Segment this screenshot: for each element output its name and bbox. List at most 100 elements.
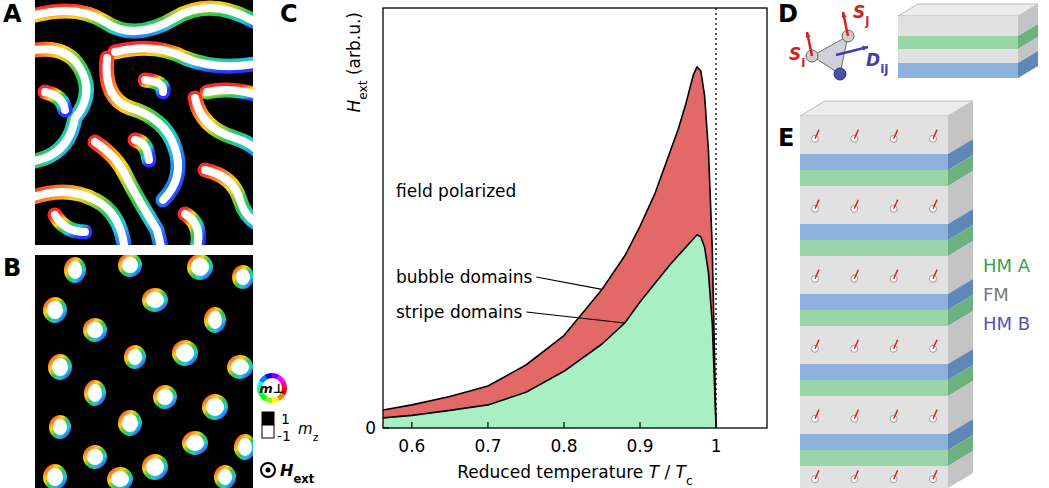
bubble (85, 447, 105, 467)
stripe-core (45, 92, 65, 110)
area-fill (383, 235, 716, 428)
panel-letter: B (3, 254, 21, 282)
stripe-core (35, 8, 253, 31)
spin-arrow (854, 410, 858, 419)
x-tick (715, 422, 716, 428)
text-part: H (344, 100, 364, 113)
spin-arrow (894, 340, 898, 349)
mz-bar-up (262, 412, 274, 425)
bubble (66, 259, 84, 281)
x-tick (487, 422, 488, 428)
y-axis-title: Hext (arb.u.) (344, 12, 370, 113)
stripe-core (106, 58, 178, 200)
bubble (85, 320, 105, 340)
tower-layer (800, 170, 948, 186)
spin-arrow (815, 270, 819, 279)
spin-arrow (854, 200, 858, 209)
bubble (234, 267, 252, 287)
text-part: j (864, 14, 869, 28)
atom-heavy (834, 68, 846, 80)
layer-label: FM (983, 284, 1009, 305)
stripe-rim (135, 140, 149, 160)
stripe-rim (35, 192, 125, 245)
panel-letter: C (280, 0, 298, 28)
spin-arrow (854, 270, 858, 279)
stripe-rim (106, 58, 178, 200)
tower-layer (800, 396, 948, 434)
text-part: m (298, 420, 313, 438)
block-layer (898, 16, 1018, 36)
panel-letter: D (778, 0, 798, 28)
stripe-rim (205, 170, 253, 230)
stripe-core (145, 80, 163, 92)
stripe-rim (185, 214, 198, 245)
leader-line (536, 277, 602, 289)
stripe-core (185, 214, 198, 245)
x-tick-label: 0.8 (550, 436, 577, 456)
plot-background (383, 8, 767, 428)
tower-side (948, 451, 973, 488)
spin-arrow (933, 410, 937, 419)
x-tick (639, 422, 640, 428)
leader-line (526, 312, 624, 323)
spin-arrow (933, 200, 937, 209)
text-part: ext (293, 472, 314, 486)
bubble (120, 255, 140, 275)
phase-boundary (383, 235, 716, 428)
bubble (109, 469, 131, 488)
spin-arrow (894, 130, 898, 139)
x-tick-label: 0.9 (626, 436, 653, 456)
spin-arrow (933, 470, 937, 479)
key-label: Hext (280, 461, 315, 486)
field-symbol-dot (266, 468, 271, 473)
bubble (120, 412, 140, 434)
layer-label: HM B (983, 313, 1030, 334)
bubble (45, 299, 65, 321)
spin-arrow (854, 470, 858, 479)
stripe-core (205, 170, 253, 230)
tower-layer (800, 326, 948, 364)
text-part: z (313, 431, 319, 444)
key-tick: 1 (281, 411, 290, 427)
x-tick-label: 1 (711, 436, 722, 456)
spin-arrow (854, 340, 858, 349)
stripe-rim (35, 8, 253, 31)
spin-arrow (894, 270, 898, 279)
bubble (206, 309, 224, 331)
tower-layer (800, 294, 948, 310)
stripe-rim (55, 215, 85, 232)
tower-layer (800, 256, 948, 294)
stripe-core (95, 142, 163, 245)
text-part: ext (356, 80, 370, 100)
phase-boundary (383, 67, 716, 428)
text-part: S (853, 2, 865, 22)
bubble (144, 290, 166, 310)
x-tick-label: 0.6 (398, 436, 425, 456)
bubble (45, 466, 65, 488)
x-tick (411, 422, 412, 428)
panel-letter: A (3, 0, 22, 28)
key-label: m⊥ (259, 381, 284, 396)
stripe-core (115, 48, 253, 66)
stripe-core (55, 215, 85, 232)
bubble (155, 387, 175, 407)
spin-arrow (933, 130, 937, 139)
dmi-label: Dij (866, 50, 889, 76)
field-symbol (261, 463, 275, 477)
stripe-core (207, 90, 253, 98)
stripe-rim (145, 80, 163, 92)
block-layer (898, 63, 1018, 78)
block-layer (898, 49, 1018, 63)
tower-layer (800, 466, 948, 488)
stripe-core (195, 98, 253, 160)
spin-arrow (894, 200, 898, 209)
text-part: ij (880, 62, 888, 76)
plot-frame (383, 8, 767, 428)
text-part: H (280, 461, 294, 480)
spin-label: Si (789, 44, 805, 70)
stripe-rim (35, 49, 86, 164)
bubble (229, 357, 251, 377)
tower-top (800, 101, 973, 116)
spin-arrow-head (842, 12, 847, 18)
tower-layer (800, 224, 948, 240)
